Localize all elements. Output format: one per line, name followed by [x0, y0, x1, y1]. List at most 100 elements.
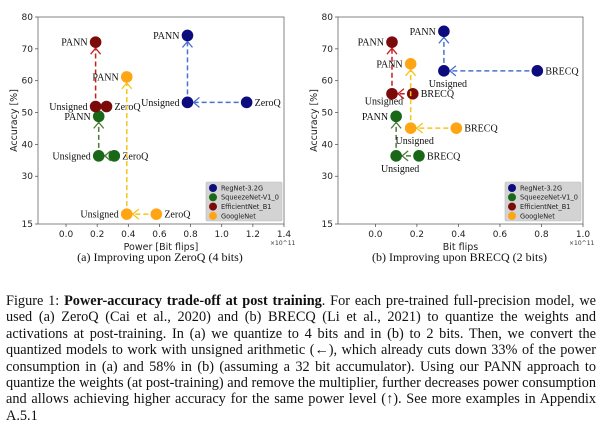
subfigure-caption: (a) Improving upon ZeroQ (4 bits) — [77, 250, 243, 264]
x-tick-label: 0.6 — [152, 230, 167, 240]
y-axis-label: Accuracy [%] — [309, 89, 320, 152]
arrowhead-up-icon — [438, 36, 450, 44]
legend-entry: RegNet-3.2G — [221, 184, 263, 192]
y-tick-label: 15 — [22, 220, 33, 230]
chart-a: 0.0 0.2 0.4 0.6 0.8 1.0 1.2 1.4 15 30 40 50 60 70 80 Po… — [9, 13, 296, 264]
legend-marker — [209, 184, 217, 192]
data-point — [92, 150, 105, 162]
legend-entry: SqueezeNet-V1_0 — [221, 194, 279, 202]
x-tick-label: 0.6 — [493, 230, 508, 240]
legend-marker — [209, 211, 217, 220]
data-point — [181, 29, 194, 42]
series-regnet-3-2g: BRECQ Unsigned PANN — [410, 25, 579, 90]
legend-marker — [508, 184, 516, 192]
x-tick-label: 0.2 — [410, 230, 424, 240]
caption-body: . For each pre-trained full-precision mo… — [6, 293, 596, 424]
data-point — [240, 96, 253, 109]
data-point — [89, 100, 102, 113]
arrowhead-left-icon — [401, 150, 409, 162]
legend-box — [205, 181, 283, 222]
data-point — [108, 150, 121, 162]
figure-caption: Figure 1: Power-accuracy trade-off at po… — [6, 293, 596, 424]
arrowhead-left-icon — [103, 150, 112, 162]
x-tick-label: 0.2 — [90, 230, 104, 240]
point-label: Unsigned — [49, 102, 87, 113]
data-point — [404, 58, 417, 70]
point-label: PANN — [376, 59, 402, 70]
data-point — [386, 36, 398, 48]
point-label: ZeroQ — [164, 210, 191, 221]
plot-frame — [37, 16, 285, 225]
data-point — [438, 65, 450, 77]
data-point — [406, 87, 419, 100]
x-tick-label: 0.8 — [183, 230, 198, 240]
point-label: ZeroQ — [255, 98, 282, 109]
y-tick-label: 30 — [22, 172, 34, 182]
y-tick-label: 60 — [22, 77, 34, 87]
y-tick-label: 40 — [22, 140, 34, 150]
chart-b: 0.0 0.2 0.4 0.6 0.8 1.0 15 30 40 50 60 70 80 Bit flip… — [309, 13, 595, 264]
legend-marker — [209, 193, 217, 202]
y-tick-label: 40 — [322, 140, 334, 150]
arrowhead-up-icon — [121, 81, 133, 90]
data-point — [386, 87, 398, 100]
y-tick-label: 30 — [322, 172, 334, 182]
legend-marker — [209, 202, 217, 211]
legend-marker — [508, 193, 516, 202]
x-tick-label: 0.0 — [59, 230, 74, 240]
x-tick-label: 0.4 — [451, 230, 466, 240]
y-axis-label: Accuracy [%] — [9, 89, 20, 152]
point-label: Unsigned — [80, 210, 118, 221]
arrowhead-left-icon — [192, 96, 200, 108]
data-point — [450, 122, 463, 134]
data-point — [100, 100, 113, 113]
y-tick-label: 50 — [22, 109, 34, 119]
arrowhead-left-icon — [396, 88, 405, 100]
x-axis-multiplier: ×10^11 — [270, 240, 296, 247]
data-point — [531, 65, 544, 77]
arrowhead-left-icon — [415, 122, 424, 134]
data-point — [438, 25, 450, 38]
y-tick-label: 80 — [22, 13, 34, 23]
y-tick-label: 70 — [322, 45, 334, 55]
x-axis-label: Bit flips — [443, 242, 479, 253]
arrowhead-up-icon — [181, 40, 193, 48]
point-label: Unsigned — [365, 97, 403, 108]
series-squeezenet-v1-0: BRECQ Unsigned PANN — [362, 110, 461, 175]
legend-marker — [508, 202, 516, 211]
legend: RegNet-3.2G SqueezeNet-V1_0EfficientNet_B… — [205, 181, 283, 222]
y-tick-label: 15 — [322, 220, 333, 230]
data-point — [92, 110, 105, 123]
legend-entry: GoogleNet — [221, 212, 256, 220]
arrowhead-left-icon — [448, 65, 457, 77]
point-label: PANN — [410, 27, 436, 38]
legend-entry: SqueezeNet-V1_0 — [520, 194, 578, 202]
y-tick-label: 70 — [22, 45, 34, 55]
x-axis-label: Power [Bit flips] — [124, 242, 199, 253]
x-tick-label: 0.8 — [534, 230, 549, 240]
data-point — [120, 208, 133, 220]
x-tick-label: 1.0 — [215, 230, 230, 240]
subfigure-caption: (b) Improving upon BRECQ (2 bits) — [372, 250, 547, 264]
point-label: BRECQ — [545, 66, 579, 77]
y-tick-label: 80 — [322, 13, 334, 23]
x-axis-multiplier: ×10^11 — [569, 240, 595, 247]
point-label: PANN — [64, 112, 90, 123]
point-label: Unsigned — [381, 164, 419, 175]
point-label: ZeroQ — [122, 151, 149, 162]
series-efficientnet-b1: BRECQ Unsigned PANN — [358, 36, 455, 108]
data-point — [413, 150, 425, 162]
point-label: BRECQ — [427, 151, 461, 162]
figure-charts: 0.0 0.2 0.4 0.6 0.8 1.0 1.2 1.4 15 30 40 50 60 70 80 Po… — [9, 13, 595, 264]
legend: RegNet-3.2G SqueezeNet-V1_0EfficientNet_B… — [504, 181, 582, 222]
legend-box — [504, 181, 582, 222]
point-label: BRECQ — [421, 89, 455, 100]
data-point — [390, 110, 402, 123]
series-regnet-3-2g: ZeroQ Unsigned PANN — [141, 29, 282, 109]
point-label: PANN — [358, 38, 384, 49]
point-label: Unsigned — [429, 79, 467, 90]
arrowhead-up-icon — [93, 121, 105, 129]
caption-label: Figure 1: — [6, 293, 65, 309]
point-label: Unsigned — [52, 151, 90, 162]
